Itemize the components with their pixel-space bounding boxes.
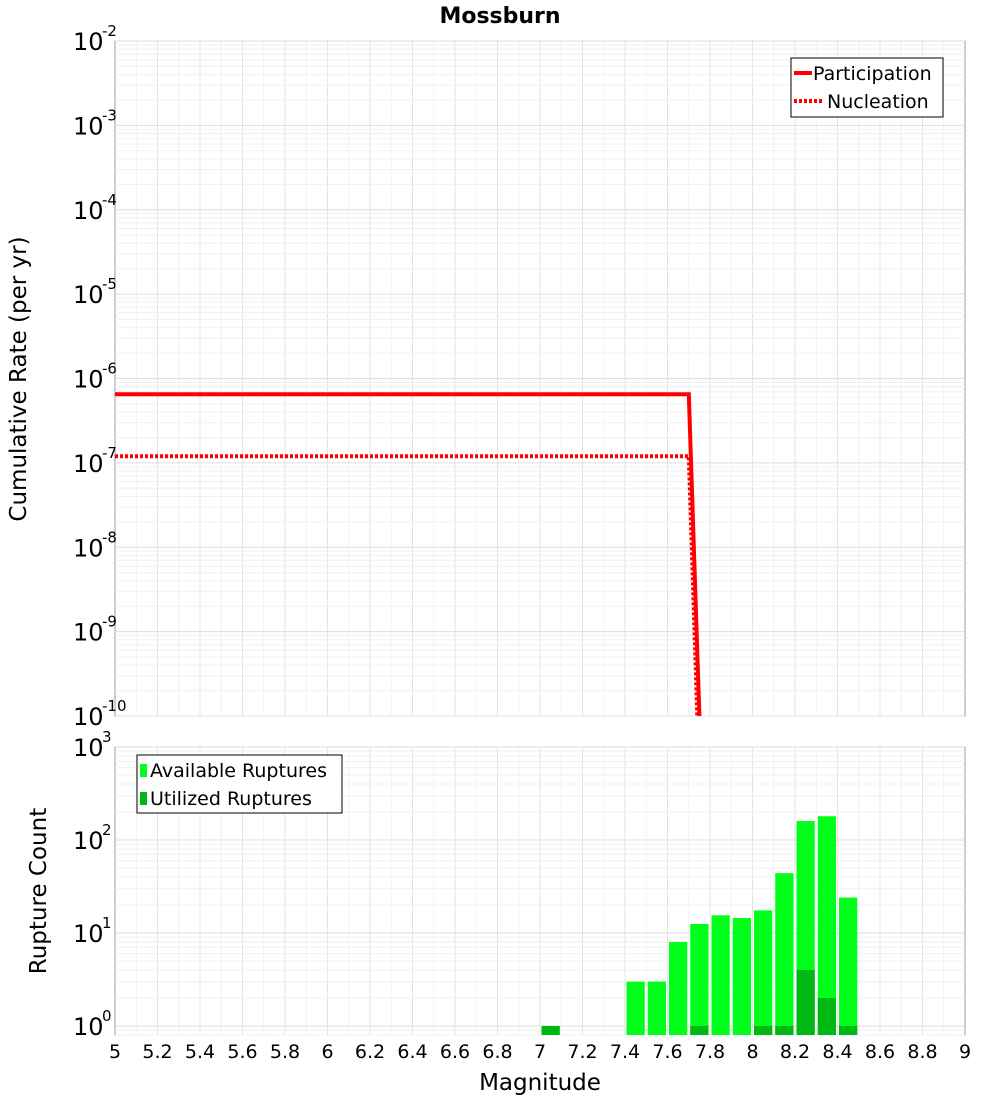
utilized-bar: [839, 1025, 858, 1035]
utilized-bar: [796, 969, 815, 1035]
x-axis-ticks: 5 5.2 5.4 5.6 5.8 6 6.2 6.4 6.6 6.8 7 7.2 7.4 7.6 7.8 8…: [109, 1041, 971, 1063]
available-bar: [626, 981, 645, 1035]
utilized-bar: [541, 1025, 560, 1035]
available-bar: [839, 897, 858, 1035]
count-y-tick-base: 10: [73, 827, 104, 855]
x-tick-label: 6.4: [397, 1041, 427, 1063]
count-y-tick-base: 10: [73, 1013, 104, 1041]
x-tick-label: 6.6: [440, 1041, 470, 1063]
rate-legend: Participation Nucleation: [790, 57, 944, 118]
rate-y-tick-base: 10: [73, 28, 104, 56]
rate-y-tick-exponent: -9: [102, 613, 117, 631]
legend-available-swatch: [140, 764, 147, 777]
available-bar: [690, 923, 709, 1035]
rate-series: [115, 392, 702, 717]
available-bar: [669, 942, 688, 1035]
x-tick-label: 7: [534, 1041, 546, 1063]
count-bars: [541, 816, 858, 1035]
utilized-bar: [817, 997, 836, 1035]
count-y-tick-exponent: 3: [102, 728, 112, 746]
count-y-tick-exponent: 0: [102, 1007, 112, 1025]
rate-y-tick-base: 10: [73, 366, 104, 394]
rate-y-tick-base: 10: [73, 619, 104, 647]
rate-y-tick-exponent: -4: [102, 191, 117, 209]
x-tick-label: 8: [746, 1041, 758, 1063]
rate-y-tick-base: 10: [73, 450, 104, 478]
nucleation-line: [115, 454, 700, 717]
chart-title: Mossburn: [439, 4, 560, 29]
x-tick-label: 8.6: [865, 1041, 895, 1063]
rate-y-tick-exponent: -2: [102, 22, 117, 40]
available-bar: [647, 981, 666, 1035]
x-tick-label: 5.4: [185, 1041, 215, 1063]
count-y-tick-exponent: 1: [102, 914, 112, 932]
legend-nucleation-label: Nucleation: [827, 91, 929, 113]
legend-available-label: Available Ruptures: [150, 760, 327, 782]
rate-y-tick-exponent: -3: [102, 106, 117, 124]
x-tick-label: 8.8: [907, 1041, 937, 1063]
x-axis-label: Magnitude: [479, 1070, 601, 1096]
x-tick-label: 7.8: [695, 1041, 725, 1063]
count-legend: Available Ruptures Utilized Ruptures: [136, 754, 343, 814]
rate-y-tick-base: 10: [73, 534, 104, 562]
rate-grid: [115, 40, 965, 717]
rate-y-tick-base: 10: [73, 703, 104, 731]
x-tick-label: 6.8: [482, 1041, 512, 1063]
x-tick-label: 7.6: [652, 1041, 682, 1063]
available-bar: [711, 915, 730, 1035]
available-bar: [732, 917, 751, 1035]
x-tick-label: 6.2: [355, 1041, 385, 1063]
available-bar: [817, 816, 836, 1035]
utilized-bar: [775, 1025, 794, 1035]
rate-y-tick-base: 10: [73, 281, 104, 309]
count-y-tick-base: 10: [73, 920, 104, 948]
rate-y-tick-base: 10: [73, 112, 104, 140]
count-legend-box: [136, 754, 343, 814]
rate-y-tick-exponent: -5: [102, 275, 117, 293]
x-tick-label: 5: [109, 1041, 121, 1063]
x-tick-label: 9: [959, 1041, 971, 1063]
count-y-axis-label: Rupture Count: [26, 808, 52, 974]
rate-y-tick-exponent: -6: [102, 360, 117, 378]
legend-utilized-label: Utilized Ruptures: [150, 788, 312, 810]
rate-legend-box: [790, 57, 944, 118]
x-tick-label: 7.2: [567, 1041, 597, 1063]
x-tick-label: 5.2: [142, 1041, 172, 1063]
utilized-bar: [754, 1025, 773, 1035]
count-y-tick-base: 10: [73, 734, 104, 762]
legend-participation-label: Participation: [813, 63, 932, 85]
participation-line: [115, 392, 702, 717]
x-tick-label: 8.2: [780, 1041, 810, 1063]
available-bar: [754, 910, 773, 1035]
count-y-tick-exponent: 2: [102, 821, 112, 839]
rate-y-tick-exponent: -10: [102, 697, 127, 715]
rate-y-tick-exponent: -8: [102, 528, 117, 546]
available-bar: [775, 873, 794, 1035]
utilized-bar: [690, 1025, 709, 1035]
x-tick-label: 6: [321, 1041, 333, 1063]
x-tick-label: 8.4: [822, 1041, 852, 1063]
x-tick-label: 7.4: [610, 1041, 640, 1063]
rate-y-tick-exponent: -7: [102, 444, 117, 462]
x-tick-label: 5.8: [270, 1041, 300, 1063]
rate-y-axis-label: Cumulative Rate (per yr): [6, 236, 32, 521]
legend-utilized-swatch: [140, 792, 147, 805]
x-tick-label: 5.6: [227, 1041, 257, 1063]
rate-y-tick-base: 10: [73, 197, 104, 225]
